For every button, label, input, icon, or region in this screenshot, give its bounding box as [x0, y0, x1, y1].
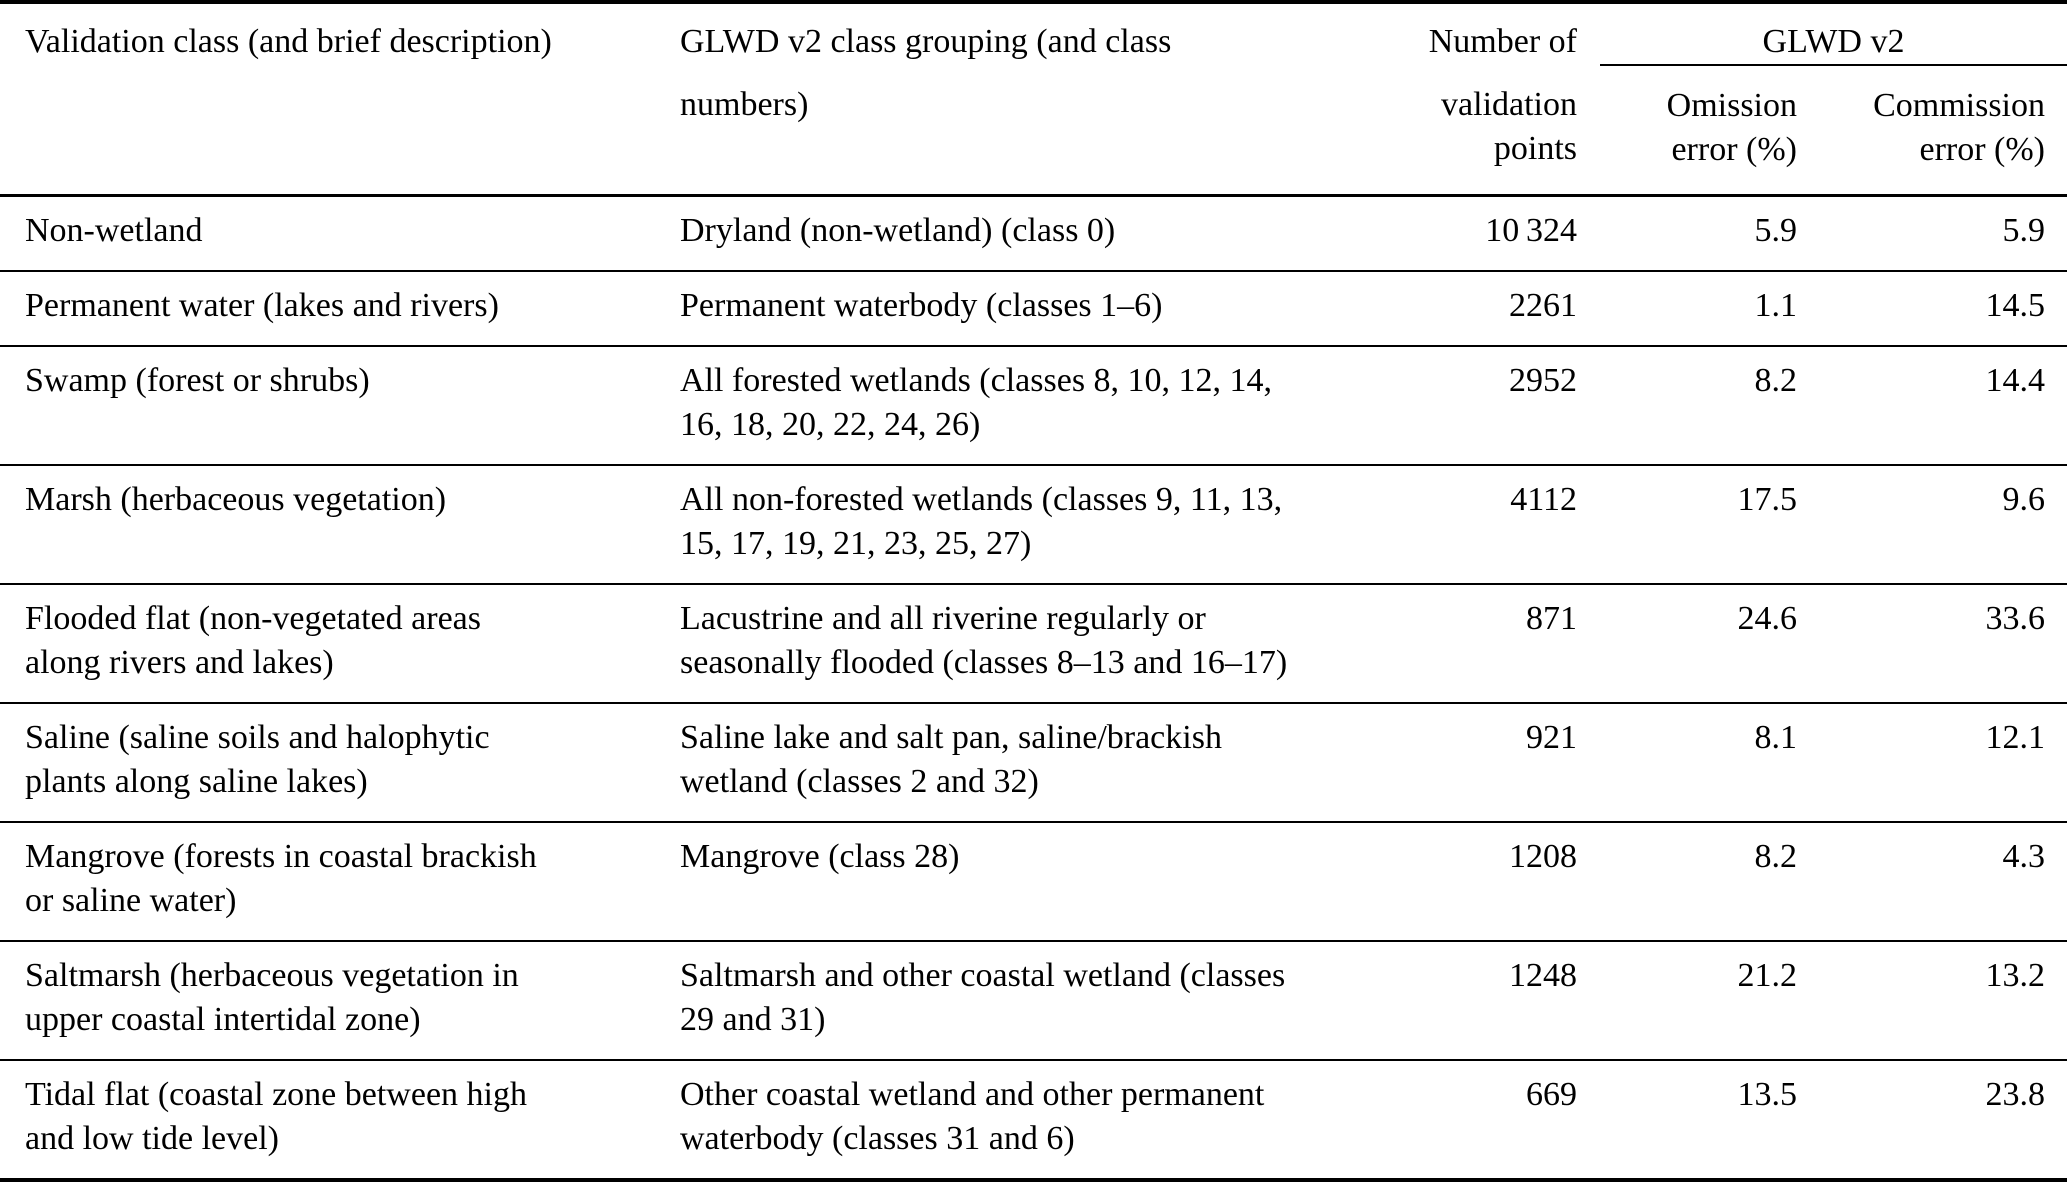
cell-validation-class: Tidal flat (coastal zone between high an… — [0, 1059, 655, 1180]
cell-glwd-grouping: Saltmarsh and other coastal wetland (cla… — [655, 940, 1310, 1060]
cell-validation-points: 871 — [1310, 583, 1600, 703]
cell-validation-points: 2952 — [1310, 345, 1600, 465]
table-row-saline: Saline (saline soils and halophytic plan… — [0, 702, 2067, 822]
table-row-saltmarsh: Saltmarsh (herbaceous vegetation in uppe… — [0, 940, 2067, 1060]
table-row-marsh: Marsh (herbaceous vegetation) All non-fo… — [0, 464, 2067, 584]
cell-validation-class: Non-wetland — [0, 194, 655, 271]
cell-validation-class: Saltmarsh (herbaceous vegetation in uppe… — [0, 940, 655, 1060]
cell-commission-error: 12.1 — [1800, 702, 2067, 822]
table-row-flooded-flat: Flooded flat (non-vegetated areas along … — [0, 583, 2067, 703]
cell-glwd-grouping: Saline lake and salt pan, saline/brackis… — [655, 702, 1310, 822]
cell-validation-points: 1208 — [1310, 821, 1600, 941]
cell-commission-error: 14.4 — [1800, 345, 2067, 465]
table-row-tidal-flat: Tidal flat (coastal zone between high an… — [0, 1059, 2067, 1180]
cell-glwd-grouping: Other coastal wetland and other permanen… — [655, 1059, 1310, 1180]
table-body: Non-wetland Dryland (non-wetland) (class… — [0, 194, 2067, 1180]
table-row-mangrove: Mangrove (forests in coastal brackish or… — [0, 821, 2067, 941]
cell-glwd-grouping: Mangrove (class 28) — [655, 821, 1310, 941]
cell-glwd-grouping: All forested wetlands (classes 8, 10, 12… — [655, 345, 1310, 465]
header-glwd-grouping-line1: GLWD v2 class grouping (and class — [680, 23, 1172, 60]
header-validation-points: validation points — [1310, 65, 1600, 197]
cell-commission-error: 5.9 — [1800, 194, 2067, 271]
cell-omission-error: 1.1 — [1600, 270, 1800, 346]
header-omission-error: Omission error (%) — [1600, 65, 1800, 197]
cell-validation-class: Permanent water (lakes and rivers) — [0, 270, 655, 346]
header-number-of: Number of — [1428, 23, 1577, 60]
cell-validation-points: 4112 — [1310, 464, 1600, 584]
cell-validation-class: Swamp (forest or shrubs) — [0, 345, 655, 465]
cell-validation-points: 1248 — [1310, 940, 1600, 1060]
header-validation-class: Validation class (and brief description) — [25, 23, 552, 60]
table-row-swamp: Swamp (forest or shrubs) All forested we… — [0, 345, 2067, 465]
cell-validation-class: Mangrove (forests in coastal brackish or… — [0, 821, 655, 941]
cell-commission-error: 14.5 — [1800, 270, 2067, 346]
cell-validation-points: 669 — [1310, 1059, 1600, 1180]
cell-commission-error: 23.8 — [1800, 1059, 2067, 1180]
table-row-permanent-water: Permanent water (lakes and rivers) Perma… — [0, 270, 2067, 346]
cell-omission-error: 8.1 — [1600, 702, 1800, 822]
table-header: Validation class (and brief description)… — [0, 2, 2067, 197]
header-commission-error: Commission error (%) — [1800, 65, 2067, 197]
header-spacer — [0, 65, 655, 197]
cell-omission-error: 8.2 — [1600, 345, 1800, 465]
header-row-top: Validation class (and brief description)… — [0, 2, 2067, 66]
cell-validation-points: 921 — [1310, 702, 1600, 822]
cell-glwd-grouping: Permanent waterbody (classes 1–6) — [655, 270, 1310, 346]
header-glwd-grouping-line2: numbers) — [655, 65, 1310, 197]
cell-omission-error: 21.2 — [1600, 940, 1800, 1060]
cell-omission-error: 17.5 — [1600, 464, 1800, 584]
cell-omission-error: 24.6 — [1600, 583, 1800, 703]
cell-omission-error: 8.2 — [1600, 821, 1800, 941]
cell-commission-error: 9.6 — [1800, 464, 2067, 584]
cell-glwd-grouping: Lacustrine and all riverine regularly or… — [655, 583, 1310, 703]
header-glwd-v2-spanner: GLWD v2 — [1600, 2, 2067, 66]
cell-commission-error: 13.2 — [1800, 940, 2067, 1060]
cell-validation-class: Flooded flat (non-vegetated areas along … — [0, 583, 655, 703]
cell-glwd-grouping: Dryland (non-wetland) (class 0) — [655, 194, 1310, 271]
table-row-non-wetland: Non-wetland Dryland (non-wetland) (class… — [0, 194, 2067, 271]
cell-glwd-grouping: All non-forested wetlands (classes 9, 11… — [655, 464, 1310, 584]
cell-omission-error: 5.9 — [1600, 194, 1800, 271]
cell-omission-error: 13.5 — [1600, 1059, 1800, 1180]
cell-validation-points: 10 324 — [1310, 194, 1600, 271]
cell-validation-class: Marsh (herbaceous vegetation) — [0, 464, 655, 584]
cell-validation-class: Saline (saline soils and halophytic plan… — [0, 702, 655, 822]
cell-commission-error: 33.6 — [1800, 583, 2067, 703]
cell-validation-points: 2261 — [1310, 270, 1600, 346]
cell-commission-error: 4.3 — [1800, 821, 2067, 941]
header-row-bottom: numbers) validation points Omission erro… — [0, 65, 2067, 197]
